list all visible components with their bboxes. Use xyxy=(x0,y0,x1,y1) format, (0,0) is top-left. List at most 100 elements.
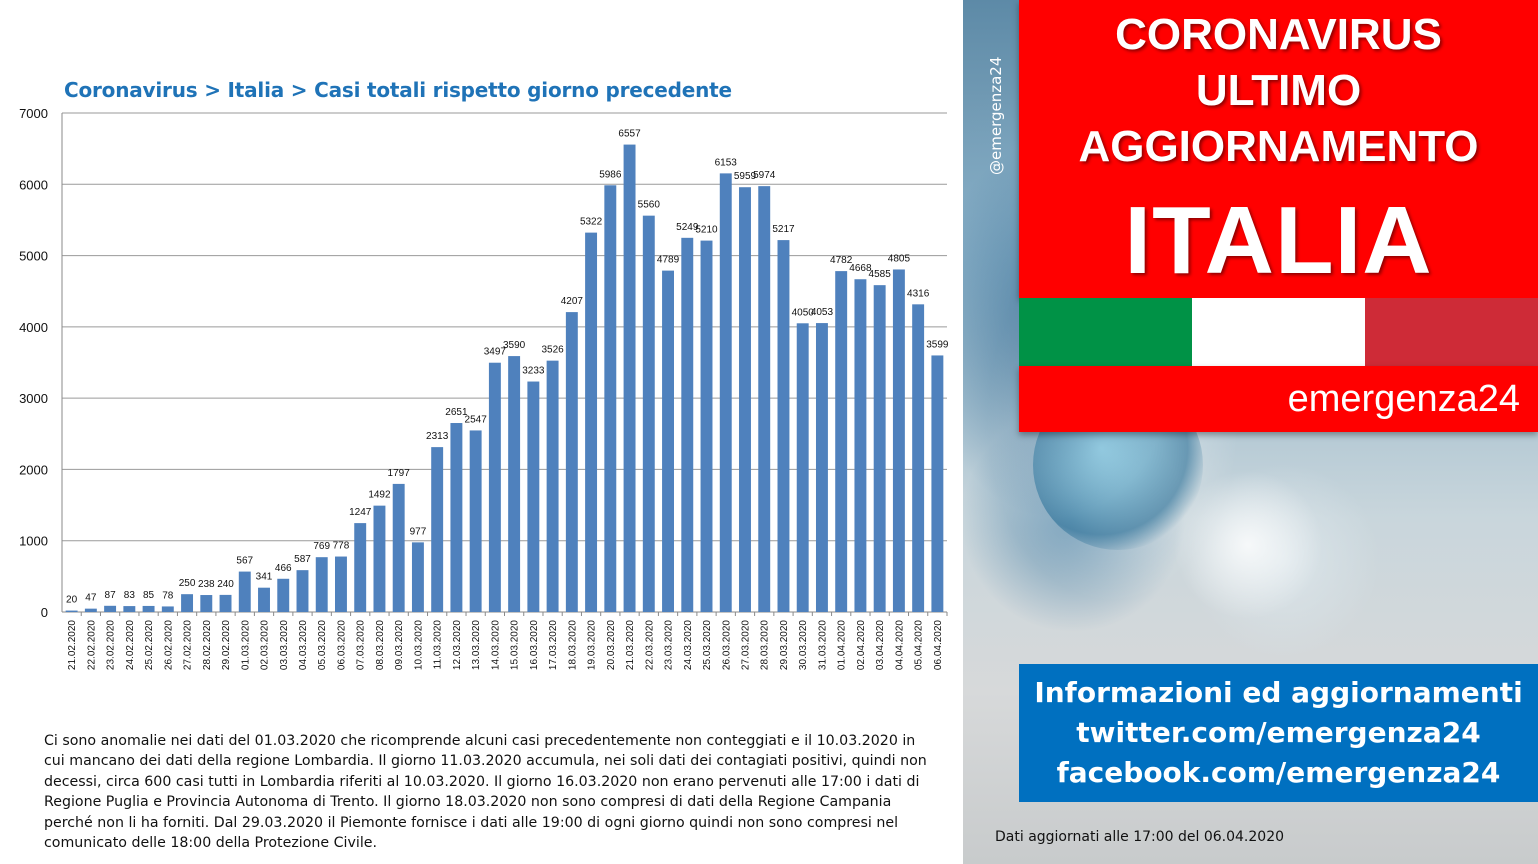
bar xyxy=(200,595,213,612)
data-label: 240 xyxy=(217,579,234,590)
data-label: 769 xyxy=(313,541,330,552)
bar xyxy=(219,594,232,612)
data-label: 567 xyxy=(236,556,253,567)
data-label: 4585 xyxy=(869,269,892,280)
x-tick-label: 21.03.2020 xyxy=(625,620,636,670)
bar xyxy=(238,571,251,612)
header-line-aggiornamento: AGGIORNAMENTO xyxy=(1078,122,1479,171)
y-tick-label: 0 xyxy=(41,605,48,620)
bar xyxy=(873,285,886,612)
x-tick-label: 13.03.2020 xyxy=(471,620,482,670)
x-tick-label: 12.03.2020 xyxy=(452,620,463,670)
x-tick-label: 28.03.2020 xyxy=(760,620,771,670)
bar xyxy=(585,232,598,612)
info-box: Informazioni ed aggiornamenti twitter.co… xyxy=(1019,664,1538,802)
data-label: 2651 xyxy=(445,407,468,418)
data-label: 250 xyxy=(179,578,196,589)
x-tick-label: 22.03.2020 xyxy=(644,620,655,670)
bar xyxy=(84,608,97,612)
facebook-link[interactable]: facebook.com/emergenza24 xyxy=(1056,756,1501,789)
last-updated-text: Dati aggiornati alle 17:00 del 06.04.202… xyxy=(995,829,1285,845)
y-tick-label: 4000 xyxy=(19,320,48,335)
data-label: 47 xyxy=(85,593,97,604)
x-tick-label: 24.02.2020 xyxy=(125,620,136,670)
x-tick-label: 26.03.2020 xyxy=(721,620,732,670)
bar xyxy=(912,304,925,612)
data-label: 1797 xyxy=(388,468,411,479)
bar xyxy=(142,605,155,612)
data-label: 4316 xyxy=(907,288,930,299)
x-tick-label: 03.03.2020 xyxy=(279,620,290,670)
x-tick-label: 05.03.2020 xyxy=(317,620,328,670)
bar xyxy=(161,606,174,612)
header-line-italia: ITALIA xyxy=(1124,187,1433,294)
x-tick-label: 21.02.2020 xyxy=(67,620,78,670)
header-line-coronavirus: CORONAVIRUS xyxy=(1115,10,1442,59)
bar xyxy=(469,430,482,612)
data-label: 4782 xyxy=(830,255,853,266)
x-tick-label: 25.03.2020 xyxy=(702,620,713,670)
bar xyxy=(623,144,636,612)
x-tick-label: 09.03.2020 xyxy=(394,620,405,670)
x-tick-label: 02.04.2020 xyxy=(856,620,867,670)
bar xyxy=(527,381,540,612)
x-tick-label: 04.03.2020 xyxy=(298,620,309,670)
x-tick-label: 23.03.2020 xyxy=(664,620,675,670)
bar xyxy=(431,447,444,612)
x-tick-label: 31.03.2020 xyxy=(817,620,828,670)
data-label: 341 xyxy=(256,572,273,583)
x-tick-label: 17.03.2020 xyxy=(548,620,559,670)
bar xyxy=(354,523,367,612)
twitter-handle: @emergenza24 xyxy=(987,56,1005,175)
data-label: 2313 xyxy=(426,431,449,442)
y-tick-label: 5000 xyxy=(19,249,48,264)
x-tick-label: 05.04.2020 xyxy=(914,620,925,670)
chart-title: Coronavirus > Italia > Casi totali rispe… xyxy=(64,78,732,102)
data-label: 5217 xyxy=(772,224,795,235)
x-tick-label: 18.03.2020 xyxy=(567,620,578,670)
header-box: CORONAVIRUS ULTIMO AGGIORNAMENTO ITALIA xyxy=(1019,0,1538,298)
bar xyxy=(181,594,194,612)
bar xyxy=(104,605,117,612)
bar xyxy=(642,215,655,612)
x-tick-label: 27.02.2020 xyxy=(183,620,194,670)
bar xyxy=(488,362,501,612)
y-tick-label: 2000 xyxy=(19,462,48,477)
x-tick-label: 06.04.2020 xyxy=(933,620,944,670)
bar xyxy=(700,240,713,612)
bar xyxy=(777,240,790,613)
bar-chart: 0 1000 2000 3000 4000 5000 6000 7000 20 21.02.202… xyxy=(19,106,949,670)
data-label: 4207 xyxy=(561,296,584,307)
data-label: 3233 xyxy=(522,366,545,377)
bar xyxy=(315,557,328,612)
bar xyxy=(373,505,386,612)
data-label: 5986 xyxy=(599,169,622,180)
x-tick-label: 06.03.2020 xyxy=(336,620,347,670)
data-label: 587 xyxy=(294,554,311,565)
data-label: 2547 xyxy=(465,414,488,425)
bar xyxy=(892,269,905,612)
bar xyxy=(258,587,270,612)
x-tick-label: 24.03.2020 xyxy=(683,620,694,670)
bar xyxy=(719,173,732,612)
x-tick-label: 15.03.2020 xyxy=(510,620,521,670)
x-tick-label: 26.02.2020 xyxy=(163,620,174,670)
twitter-link[interactable]: twitter.com/emergenza24 xyxy=(1076,716,1481,749)
bar xyxy=(931,355,944,612)
bar xyxy=(123,606,136,612)
data-label: 78 xyxy=(162,590,174,601)
x-tick-label: 07.03.2020 xyxy=(356,620,367,670)
header-line-ultimo: ULTIMO xyxy=(1195,66,1362,115)
x-tick-label: 28.02.2020 xyxy=(202,620,213,670)
bar xyxy=(65,610,78,612)
data-label: 4805 xyxy=(888,253,911,264)
x-tick-label: 01.04.2020 xyxy=(837,620,848,670)
bar xyxy=(277,578,290,612)
italian-flag xyxy=(1019,298,1538,366)
bar xyxy=(565,312,578,612)
bar xyxy=(739,187,751,612)
data-label: 4668 xyxy=(849,263,872,274)
bar xyxy=(681,237,694,612)
data-label: 5560 xyxy=(638,200,661,211)
chart-panel: Coronavirus > Italia > Casi totali rispe… xyxy=(19,78,949,852)
